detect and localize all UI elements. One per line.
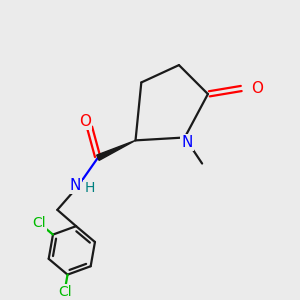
Text: O: O [251, 81, 263, 96]
Text: H: H [85, 181, 95, 195]
Text: Cl: Cl [58, 285, 72, 299]
Text: N: N [182, 135, 193, 150]
Polygon shape [97, 140, 136, 160]
Text: O: O [79, 114, 91, 129]
Text: N: N [70, 178, 81, 193]
Text: Cl: Cl [32, 216, 46, 230]
